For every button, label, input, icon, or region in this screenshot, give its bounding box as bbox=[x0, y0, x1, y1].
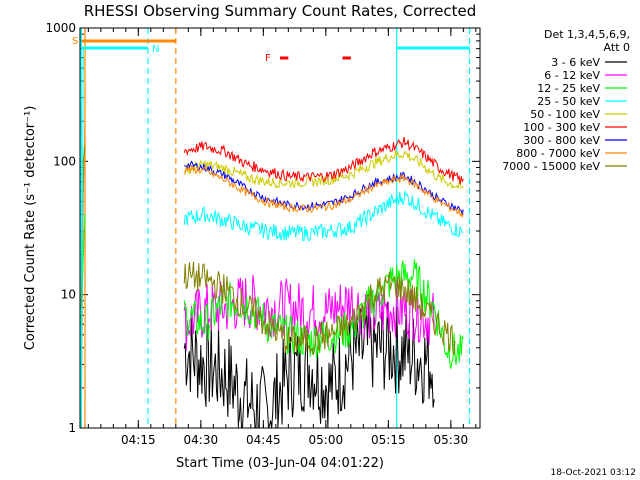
legend-label: 25 - 50 keV bbox=[537, 95, 600, 108]
series-line-1 bbox=[183, 274, 435, 351]
chart-title: RHESSI Observing Summary Count Rates, Co… bbox=[84, 2, 477, 20]
saa-label: S bbox=[72, 36, 78, 47]
x-tick-label: 05:30 bbox=[434, 433, 469, 447]
y-tick-label: 1000 bbox=[45, 21, 76, 35]
flare-label: F bbox=[265, 53, 271, 64]
series-line-3 bbox=[183, 190, 464, 242]
x-tick-label: 04:45 bbox=[246, 433, 281, 447]
plot-area: 1 10 100 1000 04:15 04:30 04:45 05:00 05:15 05:30… bbox=[45, 21, 480, 447]
y-tick-label: 10 bbox=[61, 288, 76, 302]
x-tick-label: 04:15 bbox=[121, 433, 156, 447]
y-tick-label: 100 bbox=[53, 154, 76, 168]
series-line-4 bbox=[183, 150, 464, 190]
x-tick-label: 04:30 bbox=[184, 433, 219, 447]
y-tick-label: 1 bbox=[68, 421, 76, 435]
night-label: N bbox=[152, 44, 159, 55]
legend-label: 800 - 7000 keV bbox=[516, 147, 600, 160]
legend-label: 50 - 100 keV bbox=[530, 108, 600, 121]
legend-label: 7000 - 15000 keV bbox=[502, 160, 600, 173]
legend-label: 100 - 300 keV bbox=[523, 121, 600, 134]
x-tick-label: 05:00 bbox=[309, 433, 344, 447]
early-segment bbox=[80, 48, 84, 429]
x-tick-label: 05:15 bbox=[371, 433, 406, 447]
series-line-8 bbox=[183, 261, 456, 356]
legend-label: 300 - 800 keV bbox=[523, 134, 600, 147]
plot-frame bbox=[79, 27, 481, 429]
legend-label: 12 - 25 keV bbox=[537, 82, 600, 95]
legend-label: 6 - 12 keV bbox=[544, 69, 600, 82]
series-line-7 bbox=[183, 164, 464, 219]
legend-header-line-2: Att 0 bbox=[604, 41, 630, 54]
legend-label: 3 - 6 keV bbox=[551, 56, 600, 69]
x-axis-label: Start Time (03-Jun-04 04:01:22) bbox=[176, 456, 384, 471]
series-line-0 bbox=[183, 301, 435, 429]
y-axis-label: Corrected Count Rate (s⁻¹ detector⁻¹) bbox=[23, 106, 38, 351]
timestamp: 18-Oct-2021 03:12 bbox=[551, 468, 636, 478]
series-line-5 bbox=[183, 136, 464, 185]
legend-header-line-1: Det 1,3,4,5,6,9, bbox=[544, 28, 630, 41]
